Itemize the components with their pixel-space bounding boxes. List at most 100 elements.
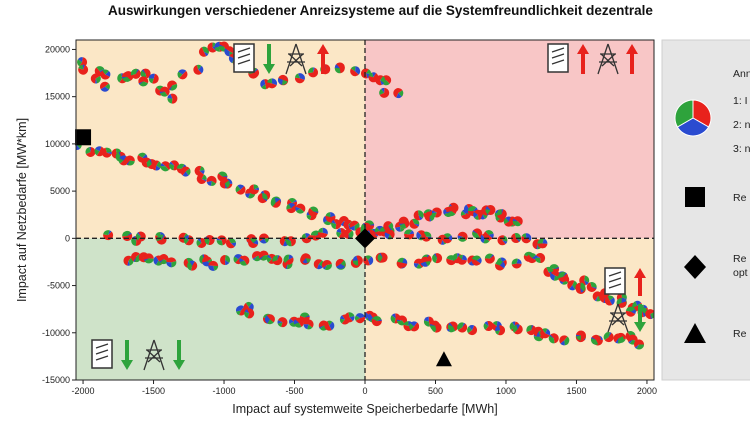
data-point	[503, 216, 514, 227]
data-point	[343, 228, 354, 239]
data-point	[484, 253, 495, 264]
data-point	[375, 75, 386, 86]
arrow-down-green-icon	[263, 44, 275, 74]
arrow-up-red-icon	[577, 44, 589, 74]
y-axis-label: Impact auf Netzbedarfe [MW*km]	[15, 118, 29, 302]
data-point	[193, 64, 204, 75]
data-point	[335, 258, 346, 269]
data-point	[135, 231, 146, 242]
data-point	[151, 160, 162, 171]
storage-icon	[91, 339, 113, 369]
data-point	[235, 184, 246, 195]
data-point	[420, 256, 431, 267]
data-point	[558, 271, 569, 282]
data-point	[159, 86, 170, 97]
data-point	[324, 320, 335, 331]
icon-group-top-right	[547, 43, 638, 75]
data-point	[196, 173, 207, 184]
data-point	[85, 146, 96, 157]
data-point	[148, 73, 159, 84]
y-axis-ticks: -15000 -10000 -5000 0 5000 10000 15000 20000	[42, 44, 76, 385]
y-tick-label: 10000	[45, 139, 70, 149]
data-point	[397, 315, 408, 326]
arrow-down-green-icon	[173, 340, 185, 370]
pylon-icon	[285, 43, 307, 75]
data-point	[472, 228, 483, 239]
data-point	[160, 161, 171, 172]
data-point	[430, 320, 441, 331]
quadrant-top-right	[365, 40, 654, 239]
data-point	[431, 207, 442, 218]
x-axis-ticks: -2000 -1500 -1000 -500 0 500 1000 1500 2000	[72, 380, 657, 396]
data-point	[187, 260, 198, 271]
y-tick-label: 5000	[50, 186, 70, 196]
y-tick-label: 0	[65, 233, 70, 243]
pylon-icon	[607, 303, 629, 333]
square-marker	[75, 129, 92, 146]
diamond-marker	[355, 228, 375, 249]
data-point	[467, 325, 478, 336]
x-tick-label: -500	[286, 386, 304, 396]
data-point	[295, 203, 306, 214]
data-point	[399, 218, 410, 229]
data-point	[512, 324, 523, 335]
y-tick-label: -15000	[42, 375, 70, 385]
data-point	[122, 230, 133, 241]
data-point	[379, 87, 390, 98]
data-point	[143, 253, 154, 264]
special-markers	[75, 129, 452, 367]
data-point	[100, 69, 111, 80]
data-point	[535, 253, 546, 264]
x-tick-label: -2000	[72, 386, 95, 396]
data-point	[321, 259, 332, 270]
data-point	[586, 282, 597, 293]
data-point	[158, 254, 169, 265]
data-point	[99, 81, 110, 92]
data-point	[130, 68, 141, 79]
x-tick-label: 1000	[496, 386, 516, 396]
legend-diamond-label-2: opt	[733, 267, 748, 279]
data-point	[540, 328, 551, 339]
legend-box	[661, 39, 750, 381]
data-point	[167, 80, 178, 91]
arrow-down-green-icon	[121, 340, 133, 370]
data-point	[140, 68, 151, 79]
y-tick-label: 15000	[45, 92, 70, 102]
quadrant-backgrounds	[76, 40, 654, 380]
data-point	[485, 204, 496, 215]
icon-group-bottom-left	[91, 339, 185, 371]
legend-triangle-marker	[684, 323, 706, 343]
legend-pie-icon	[674, 99, 712, 137]
data-point	[613, 333, 624, 344]
legend-pie-item-2: 2: n	[733, 119, 750, 131]
storage-icon	[233, 43, 255, 73]
data-point	[272, 255, 283, 266]
data-point	[575, 330, 586, 341]
data-point	[495, 325, 506, 336]
data-point	[226, 238, 237, 249]
triangle-marker	[435, 351, 452, 367]
chart-title: Auswirkungen verschiedener Anreizsysteme…	[108, 3, 653, 18]
data-point	[167, 93, 178, 104]
data-point	[511, 258, 522, 269]
data-point	[567, 280, 578, 291]
data-point	[383, 221, 394, 232]
data-point	[377, 252, 388, 263]
arrow-up-red-icon	[634, 268, 646, 296]
data-point	[521, 233, 532, 244]
data-point	[248, 237, 259, 248]
data-point	[101, 147, 112, 158]
data-point	[264, 314, 275, 325]
y-tick-label: 20000	[45, 44, 70, 54]
data-point	[301, 233, 312, 244]
data-point	[78, 64, 89, 75]
x-tick-label: 500	[428, 386, 443, 396]
data-point	[277, 317, 288, 328]
y-tick-label: -5000	[47, 281, 70, 291]
legend-square-label: Re	[733, 192, 747, 204]
data-point	[308, 206, 319, 217]
arrow-up-red-icon	[317, 44, 329, 74]
legend-square-marker	[685, 187, 705, 207]
data-point	[424, 211, 435, 222]
storage-icon	[604, 267, 626, 295]
